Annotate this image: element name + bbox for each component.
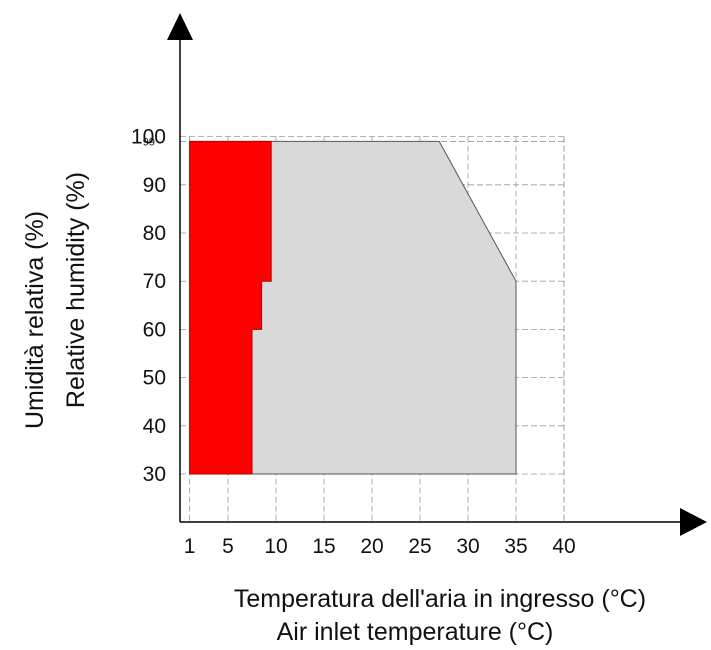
x-tick-label: 15 xyxy=(312,535,335,558)
y-tick-label: 100 xyxy=(131,126,166,149)
y-tick-label: 80 xyxy=(143,222,166,245)
x-tick-label: 25 xyxy=(408,535,431,558)
x-tick-label: 35 xyxy=(504,535,527,558)
y-axis-title-it: Umidità relativa (%) xyxy=(21,211,49,429)
operating-region-gray xyxy=(251,140,517,475)
y-tick-label: 60 xyxy=(143,318,166,341)
y-axis-arrow xyxy=(167,13,193,40)
x-tick-label: 5 xyxy=(222,535,234,558)
operating-region-red xyxy=(189,140,272,475)
y-tick-label: 40 xyxy=(143,415,166,438)
y-tick-label: 90 xyxy=(143,174,166,197)
x-tick-label: 30 xyxy=(456,535,479,558)
y-tick-label: 70 xyxy=(143,270,166,293)
x-axis-title-it: Temperatura dell'aria in ingresso (°C) xyxy=(234,585,646,613)
x-tick-label: 20 xyxy=(360,535,383,558)
x-axis-arrow xyxy=(680,508,707,536)
y-tick-label-99: 99 xyxy=(143,136,155,148)
y-tick-label: 50 xyxy=(143,367,166,390)
x-tick-label: 40 xyxy=(552,535,575,558)
axes xyxy=(167,13,707,536)
regions xyxy=(189,140,517,475)
x-axis-title-en: Air inlet temperature (°C) xyxy=(277,618,554,646)
y-tick-label: 30 xyxy=(143,463,166,486)
x-tick-label: 1 xyxy=(184,535,196,558)
x-tick-label: 10 xyxy=(264,535,287,558)
y-axis-title-en: Relative humidity (%) xyxy=(62,172,90,408)
